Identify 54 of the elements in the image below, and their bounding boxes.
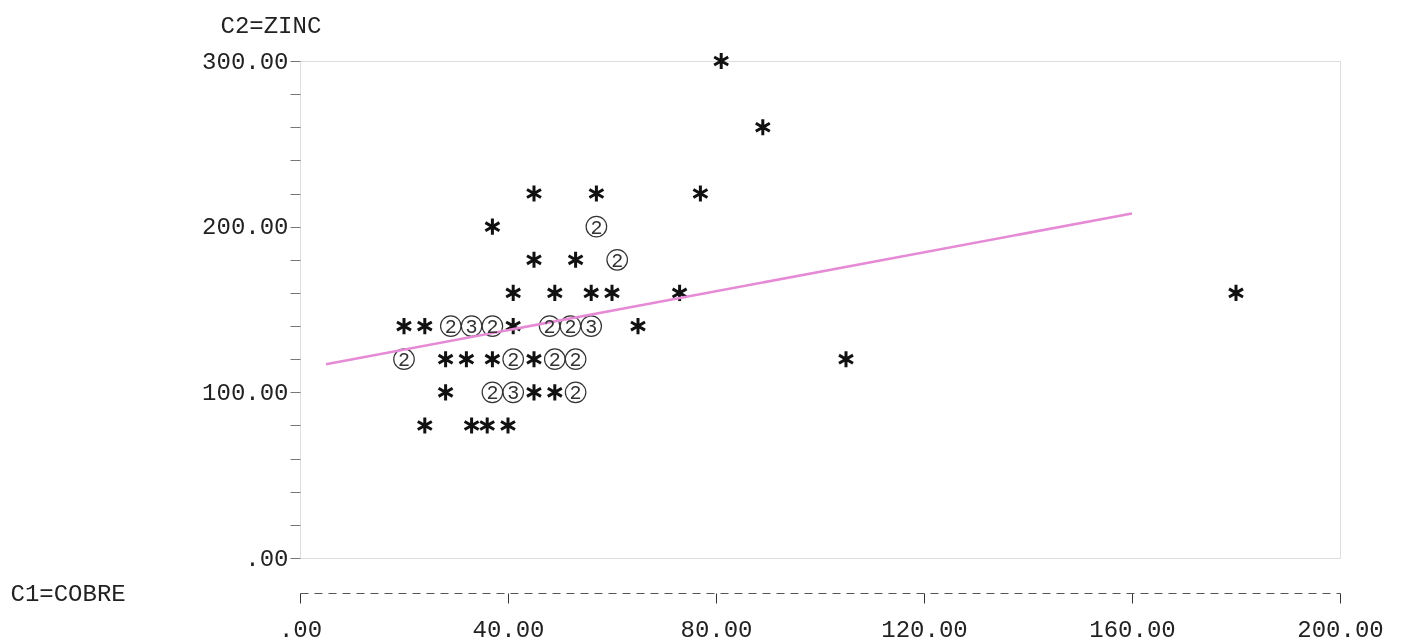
annotation: 2	[569, 349, 582, 373]
x-tick-label: 160.00	[1089, 616, 1176, 642]
annotation: 2	[569, 382, 582, 406]
point	[712, 51, 730, 71]
point	[525, 250, 543, 270]
annotation: 2	[548, 349, 561, 373]
point	[582, 283, 600, 303]
point	[1227, 283, 1245, 303]
point	[567, 250, 585, 270]
point	[603, 283, 621, 303]
y-axis-title: C2=ZINC	[220, 12, 322, 40]
annotation: 2	[564, 316, 577, 340]
point	[525, 183, 543, 204]
point	[437, 349, 455, 369]
point	[416, 415, 434, 436]
annotation: 2	[486, 382, 499, 406]
point	[463, 415, 481, 436]
point	[587, 183, 605, 204]
point	[629, 316, 647, 336]
point	[395, 316, 413, 336]
point	[525, 382, 543, 402]
point	[457, 349, 475, 369]
point	[504, 283, 522, 303]
annotation: 2	[397, 349, 411, 373]
point	[754, 117, 772, 137]
point	[499, 415, 517, 436]
y-tick-label: .00	[245, 545, 289, 573]
x-tick-label: 40.00	[472, 616, 545, 642]
point	[478, 415, 496, 436]
point	[691, 183, 709, 204]
y-tick-label: 200.00	[202, 214, 289, 242]
point	[416, 316, 434, 336]
y-tick-label: 100.00	[202, 379, 289, 407]
annotation: 2	[444, 316, 457, 340]
x-tick-label: .00	[278, 616, 323, 642]
annotation: 2	[611, 249, 624, 273]
point	[546, 382, 564, 402]
annotation: 2	[590, 216, 603, 240]
point	[437, 382, 455, 402]
x-axis-title: C1=COBRE	[10, 580, 126, 608]
x-tick-label: 120.00	[881, 616, 968, 642]
point	[546, 283, 564, 303]
point	[837, 349, 855, 369]
y-tick-label: 300.00	[202, 48, 289, 76]
annotation: 3	[507, 382, 520, 406]
annotation: 3	[465, 316, 478, 340]
point	[483, 349, 501, 369]
annotation: 3	[585, 316, 598, 340]
x-tick-label: 80.00	[680, 616, 753, 642]
annotation: 2	[543, 316, 556, 340]
x-tick-label: 200.00	[1297, 616, 1384, 642]
point	[525, 349, 543, 369]
point	[483, 217, 501, 237]
annotation: 2	[507, 349, 520, 373]
